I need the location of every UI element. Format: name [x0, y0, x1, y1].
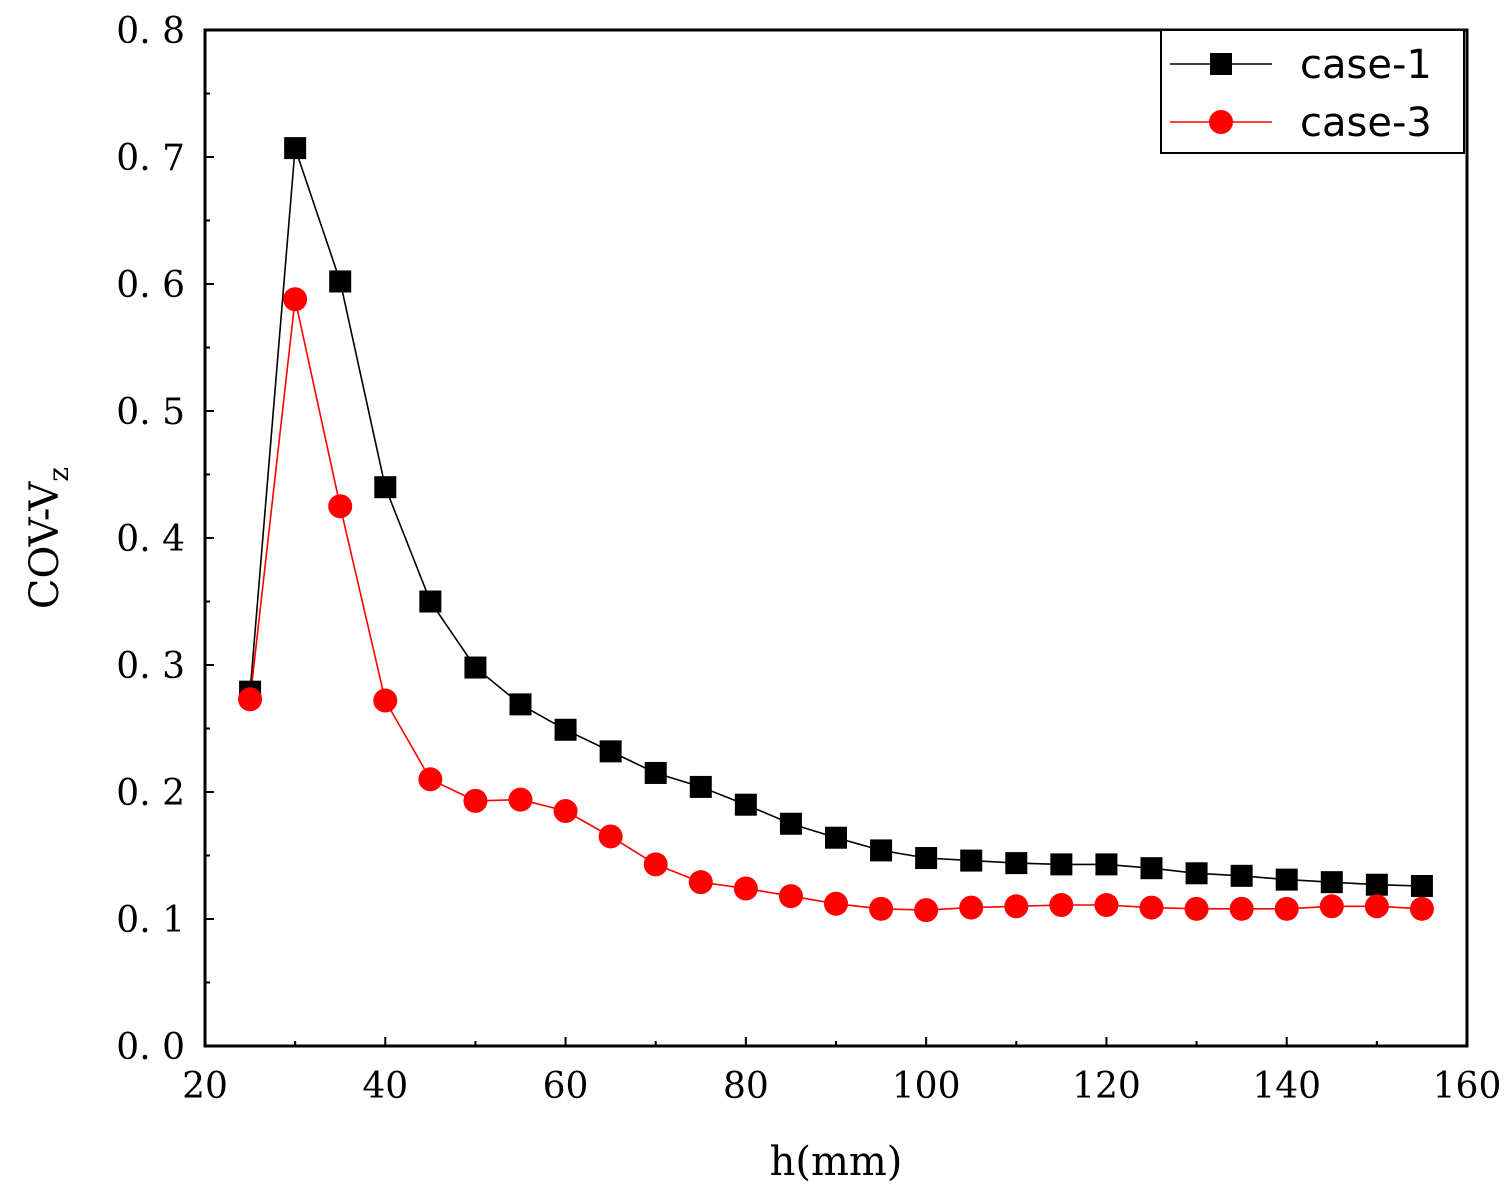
legend-marker-case-1	[1210, 53, 1232, 75]
data-point-case-1	[284, 137, 307, 160]
y-axis: 0. 0 0. 1 0. 2 0. 3 0. 4 0. 5 0. 6 0. 7 0. 8	[116, 11, 214, 1068]
data-point-case-3	[1229, 896, 1254, 921]
y-tick-label: 0. 7	[116, 138, 185, 179]
x-tick-label: 100	[892, 1066, 961, 1107]
data-point-case-1	[419, 590, 442, 613]
series-layer	[238, 137, 1434, 923]
data-point-case-3	[1274, 896, 1299, 921]
data-point-case-1	[1275, 868, 1298, 891]
y-tick-label: 0. 3	[116, 646, 185, 687]
y-axis-title-main: COV-V	[22, 481, 68, 610]
legend-label-case-1: case-1	[1300, 42, 1432, 88]
y-tick-label: 0. 2	[116, 773, 185, 814]
data-point-case-1	[329, 270, 352, 293]
data-point-case-3	[1319, 894, 1344, 919]
y-tick-label: 0. 4	[116, 519, 185, 560]
data-point-case-3	[1184, 896, 1209, 921]
data-point-case-1	[1140, 857, 1163, 880]
data-point-case-1	[554, 718, 577, 741]
data-point-case-1	[464, 656, 487, 679]
data-point-case-3	[1139, 895, 1164, 920]
data-point-case-3	[643, 852, 668, 877]
data-point-case-3	[688, 870, 713, 895]
data-point-case-1	[1410, 874, 1433, 897]
data-point-case-1	[1230, 864, 1253, 887]
data-point-case-1	[870, 839, 893, 862]
legend-label-case-3: case-3	[1300, 100, 1432, 146]
data-point-case-1	[779, 812, 802, 835]
data-point-case-1	[960, 849, 983, 872]
data-point-case-1	[689, 775, 712, 798]
y-axis-title-subscript: z	[42, 467, 75, 482]
data-point-case-1	[1050, 853, 1073, 876]
data-point-case-1	[1095, 853, 1118, 876]
data-point-case-3	[238, 687, 263, 712]
x-tick-label: 60	[543, 1066, 589, 1107]
data-point-case-3	[914, 898, 939, 923]
y-tick-label: 0. 1	[116, 900, 185, 941]
data-point-case-3	[733, 876, 758, 901]
y-tick-label: 0. 6	[116, 265, 185, 306]
data-point-case-3	[1049, 893, 1074, 918]
x-tick-label: 120	[1072, 1066, 1141, 1107]
y-tick-label: 0. 5	[116, 392, 185, 433]
data-point-case-1	[509, 693, 532, 716]
data-point-case-3	[959, 895, 984, 920]
data-point-case-1	[915, 847, 938, 870]
x-tick-label: 160	[1433, 1066, 1502, 1107]
data-point-case-1	[825, 826, 847, 849]
data-point-case-3	[283, 287, 308, 312]
data-point-case-3	[508, 787, 533, 812]
y-tick-label: 0. 0	[116, 1027, 185, 1068]
svg-text:COV-Vz: COV-Vz	[22, 467, 75, 609]
data-point-case-1	[1005, 852, 1028, 875]
data-point-case-3	[418, 767, 443, 792]
x-tick-label: 140	[1252, 1066, 1321, 1107]
y-tick-label: 0. 8	[116, 11, 185, 52]
legend-marker-case-3	[1209, 110, 1233, 134]
data-point-case-1	[1185, 862, 1208, 885]
data-point-case-3	[463, 788, 488, 813]
data-point-case-3	[1004, 894, 1029, 919]
data-point-case-3	[824, 891, 848, 916]
x-tick-label: 20	[182, 1066, 228, 1107]
data-point-case-1	[1365, 873, 1388, 896]
legend-box	[1160, 29, 1465, 154]
x-tick-label: 80	[723, 1066, 769, 1107]
data-point-case-3	[1094, 893, 1119, 918]
data-point-case-3	[1364, 894, 1389, 919]
data-point-case-3	[328, 494, 353, 519]
y-axis-title: COV-Vz	[22, 467, 75, 609]
data-point-case-3	[553, 799, 578, 824]
x-tick-label: 40	[362, 1066, 408, 1107]
data-point-case-1	[1320, 871, 1343, 894]
data-point-case-1	[599, 740, 622, 763]
data-point-case-3	[598, 824, 623, 849]
data-point-case-3	[778, 884, 803, 909]
data-point-case-1	[734, 793, 757, 816]
data-point-case-3	[869, 896, 894, 921]
data-point-case-1	[644, 761, 667, 784]
data-point-case-1	[374, 476, 397, 499]
x-axis-title: h(mm)	[770, 1139, 903, 1185]
data-point-case-3	[373, 688, 398, 713]
x-axis: 20 40 60 80 100 120 140 160	[182, 1037, 1501, 1107]
data-point-case-3	[1409, 896, 1434, 921]
legend: case-1 case-3	[1160, 29, 1465, 154]
